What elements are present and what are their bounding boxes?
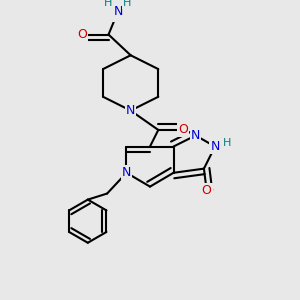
Text: O: O: [77, 28, 87, 41]
Text: O: O: [202, 184, 212, 197]
Text: H: H: [103, 0, 112, 8]
Text: N: N: [113, 4, 123, 17]
Text: H: H: [123, 0, 131, 8]
Text: N: N: [126, 104, 135, 117]
Text: O: O: [178, 123, 188, 136]
Text: H: H: [222, 138, 231, 148]
Text: N: N: [191, 129, 200, 142]
Text: N: N: [210, 140, 220, 153]
Text: N: N: [122, 166, 131, 179]
